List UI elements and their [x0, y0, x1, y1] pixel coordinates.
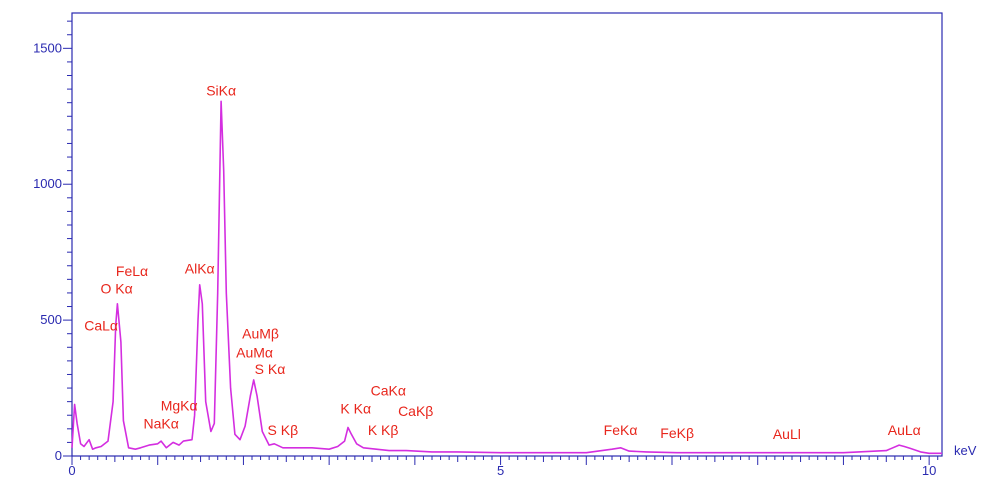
x-tick-label: 10 — [922, 463, 936, 478]
y-tick-label: 1000 — [33, 176, 62, 191]
peak-label: S Kβ — [268, 422, 299, 438]
peak-label: AuMα — [236, 345, 273, 361]
plot-border — [71, 12, 943, 457]
peak-label: AuLl — [773, 426, 801, 442]
y-axis: 0 500 1000 1500 — [33, 20, 72, 463]
y-tick-label: 500 — [40, 312, 62, 327]
peak-label: FeLα — [116, 263, 148, 279]
peak-label: AuMβ — [242, 326, 279, 342]
spectrum-line — [71, 100, 942, 455]
peak-label: FeKβ — [660, 425, 694, 441]
x-unit-label: keV — [954, 443, 977, 458]
x-axis: 0 5 10 keV — [68, 443, 976, 478]
y-tick-label: 1500 — [33, 40, 62, 55]
peak-label: CaLα — [84, 317, 118, 333]
y-tick-label: 0 — [55, 448, 62, 463]
peak-label: SiKα — [206, 82, 236, 98]
peak-label: AuLα — [888, 422, 921, 438]
peak-label: MgKα — [161, 398, 198, 414]
peak-label: CaKα — [371, 383, 406, 399]
peak-label: O Kα — [100, 281, 132, 297]
x-tick-label: 0 — [68, 463, 75, 478]
peak-label: K Kα — [340, 400, 371, 416]
x-tick-label: 5 — [497, 463, 504, 478]
peak-label: S Kα — [255, 361, 286, 377]
peak-label: AlKα — [185, 260, 215, 276]
peak-label: NaKα — [143, 415, 178, 431]
peak-label: CaKβ — [398, 403, 433, 419]
plot-frame — [71, 12, 943, 457]
peak-label: K Kβ — [368, 422, 399, 438]
peak-label: FeKα — [604, 422, 638, 438]
